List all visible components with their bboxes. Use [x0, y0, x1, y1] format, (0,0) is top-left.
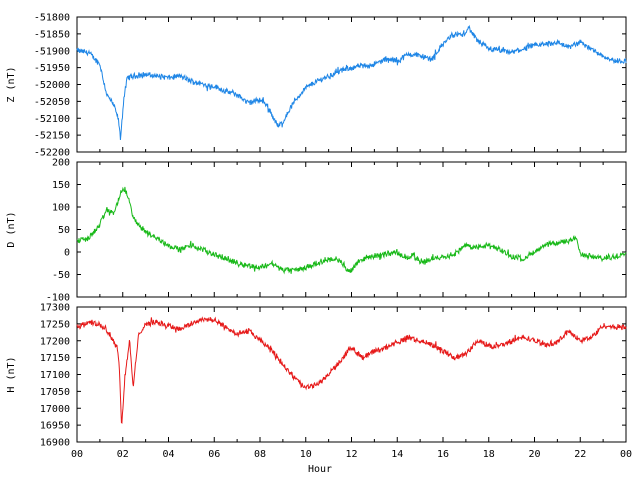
- z-y-tick-label: -52100: [34, 114, 70, 125]
- d-y-tick-label: 50: [58, 225, 70, 236]
- z-y-axis-label: Z (nT): [6, 66, 17, 102]
- x-tick-label: 12: [345, 449, 357, 460]
- x-tick-label: 16: [437, 449, 449, 460]
- x-tick-label: 18: [483, 449, 495, 460]
- x-tick-label: 10: [300, 449, 312, 460]
- x-tick-label: 04: [162, 449, 174, 460]
- d-y-tick-label: -100: [46, 293, 70, 304]
- h-y-tick-label: 17100: [40, 370, 70, 381]
- chart-panels: -51800 -51850 -51900 -51950 -52000 -52050 -521…: [6, 13, 632, 461]
- z-y-tick-label: -52000: [34, 80, 70, 91]
- x-tick-label: 08: [254, 449, 266, 460]
- z-y-tick-label: -52200: [34, 148, 70, 159]
- z-y-tick-label: -51800: [34, 13, 70, 24]
- z-y-tick-label: -52050: [34, 97, 70, 108]
- x-tick-label: 00: [620, 449, 632, 460]
- h-y-tick-label: 16950: [40, 421, 70, 432]
- x-tick-label: 14: [391, 449, 403, 460]
- h-y-axis-label: H (nT): [6, 356, 17, 392]
- d-y-tick-label: 100: [52, 203, 70, 214]
- x-tick-label: 00: [71, 449, 83, 460]
- d-series-line: [76, 186, 627, 275]
- z-y-tick-label: -51850: [34, 29, 70, 40]
- x-axis-label: Hour: [308, 464, 332, 475]
- x-tick-label: 06: [208, 449, 220, 460]
- z-y-tick-label: -52150: [34, 131, 70, 142]
- x-tick-label: 20: [528, 449, 540, 460]
- h-y-tick-label: 17300: [40, 303, 70, 314]
- z-series-line: [76, 24, 627, 141]
- d-y-tick-label: 200: [52, 158, 70, 169]
- h-series-line: [76, 316, 627, 424]
- h-y-tick-label: 17200: [40, 336, 70, 347]
- d-y-tick-label: 0: [64, 248, 70, 259]
- h-y-tick-label: 16900: [40, 438, 70, 449]
- d-y-axis-label: D (nT): [6, 211, 17, 247]
- h-y-tick-label: 17000: [40, 404, 70, 415]
- h-y-tick-label: 17250: [40, 319, 70, 330]
- d-y-tick-label: -50: [52, 270, 70, 281]
- z-y-tick-label: -51900: [34, 46, 70, 57]
- z-y-tick-label: -51950: [34, 63, 70, 74]
- x-tick-label: 22: [574, 449, 586, 460]
- h-y-tick-label: 17050: [40, 387, 70, 398]
- x-tick-label: 02: [117, 449, 129, 460]
- h-y-tick-label: 17150: [40, 353, 70, 364]
- d-y-tick-label: 150: [52, 180, 70, 191]
